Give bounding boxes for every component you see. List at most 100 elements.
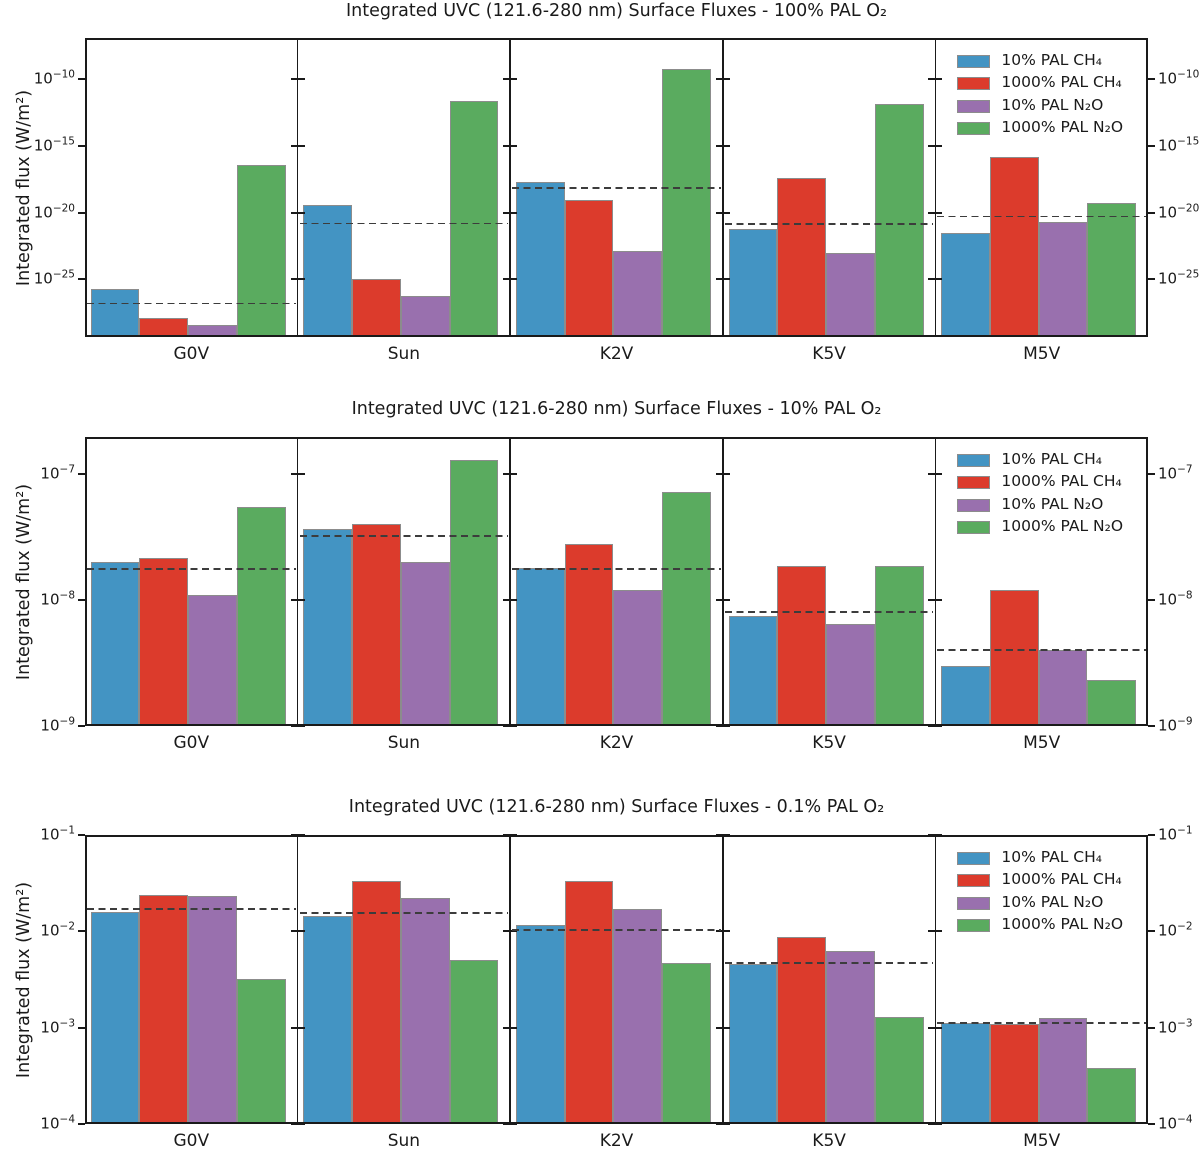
legend-label: 10% PAL N₂O xyxy=(1001,494,1104,513)
tick-mark xyxy=(1148,473,1155,476)
tick-mark xyxy=(1148,278,1155,281)
legend-swatch xyxy=(957,896,991,910)
bar-G0V xyxy=(139,558,189,726)
y-tick-label: 10−8 xyxy=(1158,589,1193,609)
reference-dashed-line xyxy=(724,610,934,613)
y-axis-label: Integrated flux (W/m²) xyxy=(14,483,34,680)
x-tick-label: K2V xyxy=(599,1131,634,1151)
bar-K5V xyxy=(777,177,827,337)
bar-G0V xyxy=(90,562,140,726)
bar-M5V xyxy=(1087,680,1137,726)
bar-G0V xyxy=(188,896,237,1124)
bar-M5V xyxy=(989,157,1039,337)
tick-mark xyxy=(1148,145,1155,147)
bar-M5V xyxy=(941,665,990,726)
reference-dashed-line xyxy=(937,1021,1146,1024)
bar-K2V xyxy=(662,962,711,1124)
legend-item: 10% PAL N₂O xyxy=(955,893,1134,918)
subpanel-divider xyxy=(296,437,299,726)
bar-Sun xyxy=(449,960,499,1124)
bar-Sun xyxy=(449,459,499,726)
bar-G0V xyxy=(236,164,286,337)
bar-K5V xyxy=(826,252,875,337)
legend-label: 1000% PAL N₂O xyxy=(1001,517,1124,536)
bar-K2V xyxy=(564,543,614,726)
bar-Sun xyxy=(449,100,499,337)
subpanel-divider xyxy=(509,835,511,1124)
x-tick-label: K2V xyxy=(599,344,634,364)
y-tick-label: 10−10 xyxy=(1158,68,1200,88)
legend-item: 1000% PAL N₂O xyxy=(955,118,1134,143)
tick-mark xyxy=(503,834,518,836)
bar-K2V xyxy=(564,199,614,337)
bar-G0V xyxy=(188,594,237,726)
legend-item: 10% PAL CH₄ xyxy=(955,51,1134,76)
y-tick-label: 10−25 xyxy=(33,268,75,288)
reference-dashed-line xyxy=(724,223,934,226)
y-tick-label: 10−7 xyxy=(1158,463,1193,483)
bar-M5V xyxy=(941,232,990,337)
legend-label: 1000% PAL CH₄ xyxy=(1001,73,1122,92)
bar-Sun xyxy=(400,898,450,1124)
reference-dashed-line xyxy=(937,215,1146,218)
x-tick-label: K5V xyxy=(812,344,846,364)
reference-dashed-line xyxy=(724,962,934,964)
bar-K2V xyxy=(564,881,614,1124)
subpanel-divider xyxy=(934,38,937,337)
reference-dashed-line xyxy=(512,187,721,190)
bar-K5V xyxy=(777,566,827,726)
tick-mark xyxy=(78,145,85,147)
bar-M5V xyxy=(941,1022,990,1124)
bar-M5V xyxy=(1087,1068,1137,1124)
legend-swatch xyxy=(957,498,991,512)
subpanel-divider xyxy=(296,835,299,1124)
subpanel-divider xyxy=(509,38,511,337)
legend-item: 1000% PAL N₂O xyxy=(955,915,1134,940)
legend: 10% PAL CH₄ 1000% PAL CH₄ 10% PAL N₂O 1000%… xyxy=(955,51,1134,148)
bar-M5V xyxy=(1038,1018,1088,1124)
tick-mark xyxy=(1148,834,1155,836)
bar-K2V xyxy=(662,492,711,726)
bar-K5V xyxy=(826,951,875,1124)
bar-K5V xyxy=(874,566,924,726)
tick-mark xyxy=(78,473,85,476)
legend-item: 10% PAL N₂O xyxy=(955,96,1134,121)
legend-item: 1000% PAL CH₄ xyxy=(955,870,1134,895)
reference-dashed-line xyxy=(299,534,509,537)
bar-M5V xyxy=(1087,203,1137,337)
y-tick-label: 10−4 xyxy=(1158,1113,1193,1133)
y-tick-label: 10−1 xyxy=(1158,824,1193,844)
legend-item: 10% PAL N₂O xyxy=(955,494,1134,520)
bar-M5V xyxy=(1038,650,1088,726)
legend-label: 1000% PAL CH₄ xyxy=(1001,472,1122,491)
bar-Sun xyxy=(303,204,353,337)
legend: 10% PAL CH₄ 1000% PAL CH₄ 10% PAL N₂O 1000%… xyxy=(955,450,1134,547)
x-tick-label: Sun xyxy=(387,344,421,364)
legend-swatch xyxy=(957,852,991,865)
tick-mark xyxy=(1148,78,1155,81)
legend-item: 1000% PAL CH₄ xyxy=(955,73,1134,98)
y-tick-label: 10−3 xyxy=(40,1017,75,1037)
y-tick-label: 10−2 xyxy=(40,920,75,940)
tick-mark xyxy=(78,930,85,933)
y-tick-label: 10−20 xyxy=(33,202,75,222)
y-tick-label: 10−20 xyxy=(1158,202,1200,222)
legend-swatch xyxy=(957,874,991,888)
bar-K2V xyxy=(613,251,663,337)
legend-item: 10% PAL CH₄ xyxy=(955,848,1134,873)
legend-swatch xyxy=(957,55,991,68)
bar-Sun xyxy=(400,562,450,726)
y-tick-label: 10−3 xyxy=(1158,1017,1193,1037)
x-tick-label: M5V xyxy=(1023,1131,1061,1151)
y-tick-label: 10−8 xyxy=(40,589,75,609)
tick-mark xyxy=(78,725,85,727)
subpanel-divider xyxy=(934,835,937,1124)
legend-swatch xyxy=(957,919,991,933)
tick-mark xyxy=(78,278,85,281)
bar-G0V xyxy=(90,288,140,337)
bar-M5V xyxy=(1038,221,1088,337)
subpanel-divider xyxy=(722,38,724,337)
legend-label: 10% PAL CH₄ xyxy=(1001,450,1102,468)
y-tick-label: 10−9 xyxy=(40,715,75,735)
